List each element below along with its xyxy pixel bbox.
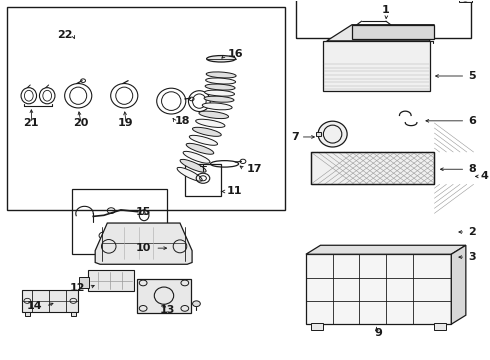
Polygon shape xyxy=(306,245,466,254)
Text: 21: 21 xyxy=(24,118,39,128)
Text: 19: 19 xyxy=(118,118,133,128)
Polygon shape xyxy=(25,312,30,316)
Ellipse shape xyxy=(193,127,221,136)
Text: 14: 14 xyxy=(26,301,42,311)
Bar xyxy=(306,254,451,324)
Bar xyxy=(311,152,434,184)
Ellipse shape xyxy=(196,119,225,127)
Bar xyxy=(79,277,89,288)
Polygon shape xyxy=(327,25,434,41)
Bar xyxy=(73,189,167,253)
Text: 17: 17 xyxy=(247,164,262,174)
Ellipse shape xyxy=(189,135,218,145)
Ellipse shape xyxy=(180,159,206,172)
Bar xyxy=(137,279,191,313)
Ellipse shape xyxy=(206,72,236,78)
Polygon shape xyxy=(71,312,76,316)
Text: 22: 22 xyxy=(57,30,73,40)
Bar xyxy=(88,270,134,291)
Ellipse shape xyxy=(206,78,236,84)
Bar xyxy=(6,7,285,211)
Ellipse shape xyxy=(205,84,235,90)
Text: 2: 2 xyxy=(468,227,476,237)
Ellipse shape xyxy=(207,55,236,62)
Ellipse shape xyxy=(205,90,235,96)
Bar xyxy=(316,132,321,136)
Text: 11: 11 xyxy=(227,186,243,197)
Circle shape xyxy=(193,301,200,307)
Text: 16: 16 xyxy=(227,49,243,59)
Text: 3: 3 xyxy=(468,252,476,262)
Text: 20: 20 xyxy=(73,118,88,128)
Ellipse shape xyxy=(204,96,234,102)
Bar xyxy=(311,152,434,184)
Text: 15: 15 xyxy=(136,207,151,217)
Text: 1: 1 xyxy=(382,5,390,15)
Text: 6: 6 xyxy=(468,116,476,126)
Ellipse shape xyxy=(186,143,214,154)
Ellipse shape xyxy=(202,103,232,110)
Text: 4: 4 xyxy=(480,171,488,181)
Text: 12: 12 xyxy=(70,283,85,293)
Text: 5: 5 xyxy=(468,71,476,81)
Bar xyxy=(434,323,446,329)
Text: 7: 7 xyxy=(291,132,299,142)
Text: 10: 10 xyxy=(136,243,151,253)
Bar xyxy=(323,41,430,91)
Text: 13: 13 xyxy=(160,305,175,315)
Bar xyxy=(311,323,323,329)
Bar xyxy=(296,0,471,39)
Ellipse shape xyxy=(199,111,228,118)
Polygon shape xyxy=(95,223,192,264)
Text: 8: 8 xyxy=(468,164,476,174)
Text: 18: 18 xyxy=(175,116,191,126)
Ellipse shape xyxy=(318,121,347,147)
Polygon shape xyxy=(352,25,434,39)
Ellipse shape xyxy=(183,151,210,163)
Bar xyxy=(459,0,472,3)
Ellipse shape xyxy=(177,167,202,181)
Bar xyxy=(185,164,221,196)
Text: 9: 9 xyxy=(375,328,383,338)
Polygon shape xyxy=(451,245,466,324)
Bar xyxy=(23,290,78,312)
